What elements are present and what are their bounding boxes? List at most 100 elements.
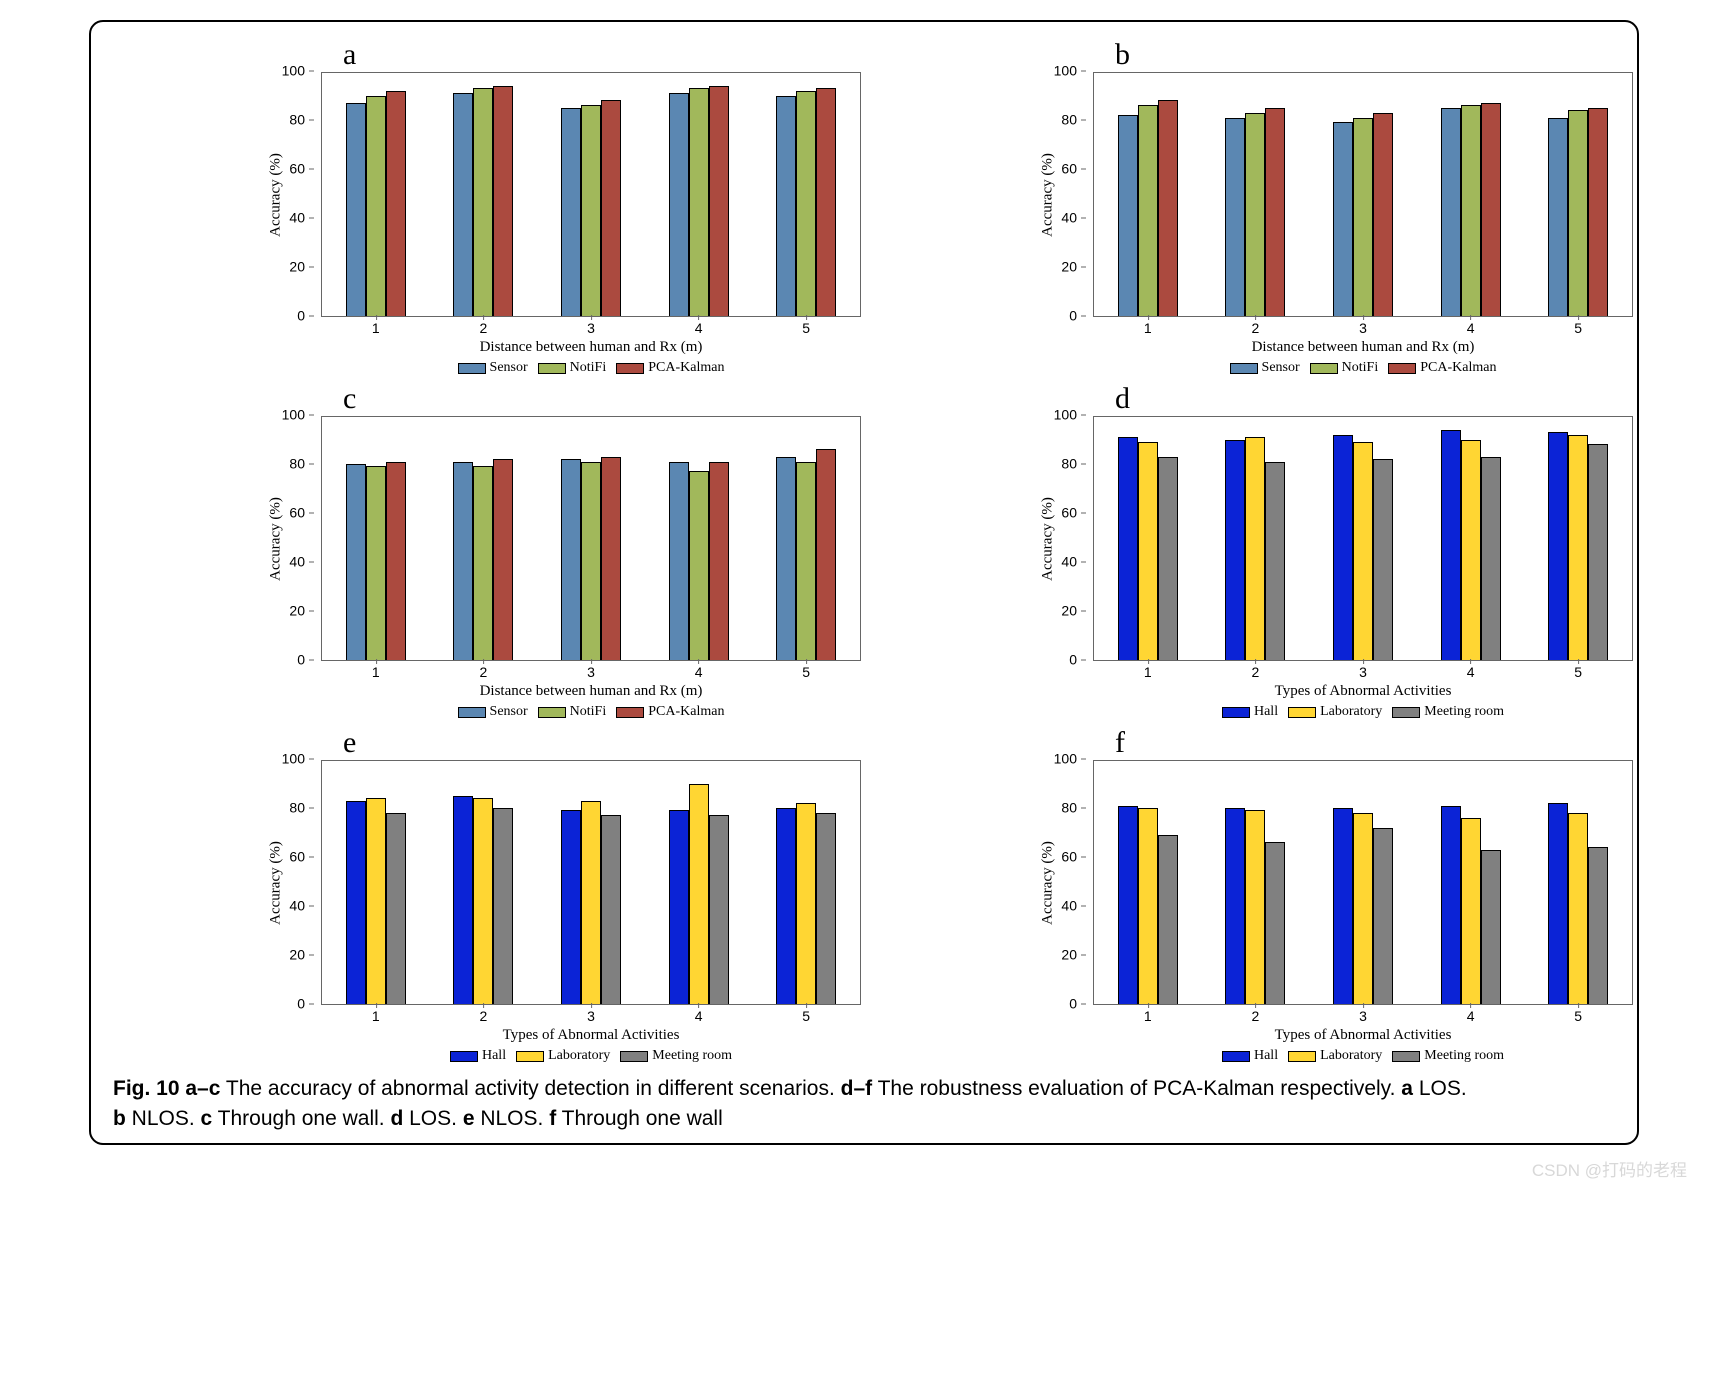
legend-item: NotiFi	[538, 360, 607, 376]
bar	[1568, 110, 1588, 316]
legend-label: NotiFi	[570, 704, 607, 720]
bar-group	[1548, 761, 1608, 1004]
y-tick: 80	[1061, 120, 1086, 121]
x-tick: 3	[587, 664, 595, 680]
y-tick: 60	[289, 513, 314, 514]
bar-group	[453, 73, 513, 316]
legend-swatch	[1388, 363, 1416, 374]
bar-group	[1548, 417, 1608, 660]
bar	[1588, 444, 1608, 660]
bar-group	[1333, 761, 1393, 1004]
bar	[581, 462, 601, 660]
caption-d: d	[390, 1107, 403, 1130]
x-label: Types of Abnormal Activities	[1093, 1027, 1633, 1044]
legend-item: Hall	[1222, 704, 1278, 720]
legend-swatch	[1288, 707, 1316, 718]
legend-item: Hall	[1222, 1048, 1278, 1064]
bar	[1138, 105, 1158, 316]
legend-item: PCA-Kalman	[616, 360, 724, 376]
bar	[1461, 818, 1481, 1004]
bar	[366, 96, 386, 317]
x-tick: 2	[1251, 320, 1259, 336]
bar	[453, 796, 473, 1004]
legend-item: NotiFi	[1310, 360, 1379, 376]
x-tick: 4	[695, 664, 703, 680]
legend-label: Laboratory	[1320, 1048, 1382, 1064]
y-tick: 60	[1061, 857, 1086, 858]
legend-label: Sensor	[1262, 360, 1300, 376]
bar	[346, 801, 366, 1004]
legend-item: Meeting room	[1392, 704, 1504, 720]
panel-label: a	[343, 38, 356, 72]
y-label: Accuracy (%)	[268, 841, 285, 925]
bar	[816, 88, 836, 316]
y-tick: 100	[1054, 71, 1086, 72]
caption-d-text: LOS.	[403, 1107, 463, 1130]
y-tick: 100	[1054, 415, 1086, 416]
chart-wrap: 020406080100Accuracy (%)12345Distance be…	[1093, 72, 1633, 376]
bar	[1158, 457, 1178, 660]
legend: HallLaboratoryMeeting room	[321, 1048, 861, 1064]
y-tick: 20	[289, 267, 314, 268]
caption-e-text: NLOS.	[475, 1107, 550, 1130]
legend-label: Laboratory	[1320, 704, 1382, 720]
bar-group	[669, 761, 729, 1004]
y-tick: 100	[282, 415, 314, 416]
bars-container	[322, 417, 860, 660]
bar	[1588, 847, 1608, 1004]
bar-group	[346, 73, 406, 316]
bar	[796, 803, 816, 1004]
x-tick: 2	[1251, 664, 1259, 680]
y-tick: 60	[1061, 513, 1086, 514]
bar	[1481, 457, 1501, 660]
bar	[473, 466, 493, 660]
legend-item: Hall	[450, 1048, 506, 1064]
x-label: Distance between human and Rx (m)	[321, 683, 861, 700]
bar-group	[1225, 73, 1285, 316]
legend-label: PCA-Kalman	[648, 704, 724, 720]
x-tick: 3	[1359, 664, 1367, 680]
x-tick: 4	[1467, 664, 1475, 680]
legend-item: Sensor	[458, 360, 528, 376]
chart-area: 020406080100Accuracy (%)12345	[1093, 72, 1633, 317]
y-label: Accuracy (%)	[268, 497, 285, 581]
panel-label: e	[343, 726, 356, 760]
legend-swatch	[620, 1051, 648, 1062]
bar	[1265, 842, 1285, 1004]
bar	[1568, 435, 1588, 660]
caption-b: b	[113, 1107, 126, 1130]
caption-b-text: NLOS.	[126, 1107, 201, 1130]
y-tick: 40	[1061, 562, 1086, 563]
legend-swatch	[1222, 707, 1250, 718]
y-tick: 60	[1061, 169, 1086, 170]
bar	[1588, 108, 1608, 316]
caption-fig-label: Fig. 10	[113, 1077, 180, 1100]
bar	[386, 462, 406, 660]
bar-group	[1118, 417, 1178, 660]
y-tick: 40	[289, 218, 314, 219]
legend-item: PCA-Kalman	[616, 704, 724, 720]
bar-group	[776, 761, 836, 1004]
bar	[1118, 115, 1138, 316]
bar-group	[1548, 73, 1608, 316]
bar	[601, 100, 621, 316]
bar	[1138, 442, 1158, 660]
legend: Sensor NotiFi PCA-Kalman	[321, 704, 861, 720]
bar	[709, 86, 729, 316]
legend-item: Laboratory	[1288, 704, 1382, 720]
bar-group	[1225, 761, 1285, 1004]
caption-df: d–f	[841, 1077, 873, 1100]
bar	[1353, 442, 1373, 660]
y-tick: 40	[1061, 906, 1086, 907]
legend-label: Hall	[1254, 704, 1278, 720]
bar	[1333, 122, 1353, 316]
bar	[1548, 118, 1568, 316]
bar-group	[669, 417, 729, 660]
chart-area: 020406080100Accuracy (%)12345	[1093, 760, 1633, 1005]
legend-item: Sensor	[458, 704, 528, 720]
legend-swatch	[1288, 1051, 1316, 1062]
bar	[1225, 808, 1245, 1004]
caption-e: e	[463, 1107, 475, 1130]
x-tick: 2	[479, 1008, 487, 1024]
x-tick: 5	[802, 1008, 810, 1024]
